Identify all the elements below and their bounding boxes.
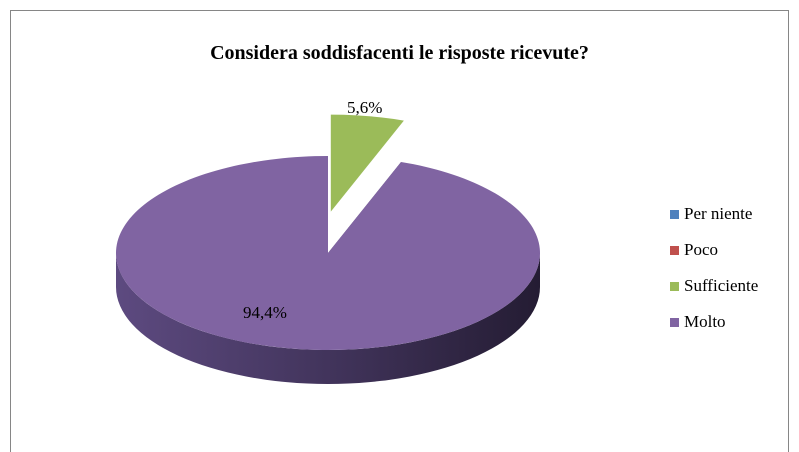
data-label-molto: 94,4% — [243, 303, 287, 322]
chart-legend: Per niente Poco Sufficiente Molto — [670, 196, 758, 340]
legend-item-per-niente: Per niente — [670, 196, 758, 232]
legend-swatch — [670, 209, 679, 219]
pie-slice-sufficiente — [330, 114, 404, 212]
data-label-sufficiente: 5,6% — [347, 98, 382, 117]
legend-item-poco: Poco — [670, 232, 758, 268]
legend-item-sufficiente: Sufficiente — [670, 268, 758, 304]
chart-title: Considera soddisfacenti le risposte rice… — [210, 42, 589, 64]
legend-label: Molto — [684, 312, 726, 331]
legend-swatch — [670, 281, 679, 291]
legend-label: Per niente — [684, 204, 753, 223]
pie-slice-molto — [116, 156, 540, 384]
legend-label: Sufficiente — [684, 276, 759, 295]
legend-item-molto: Molto — [670, 304, 758, 340]
legend-swatch — [670, 245, 679, 255]
legend-label: Poco — [684, 240, 718, 259]
legend-swatch — [670, 317, 679, 327]
